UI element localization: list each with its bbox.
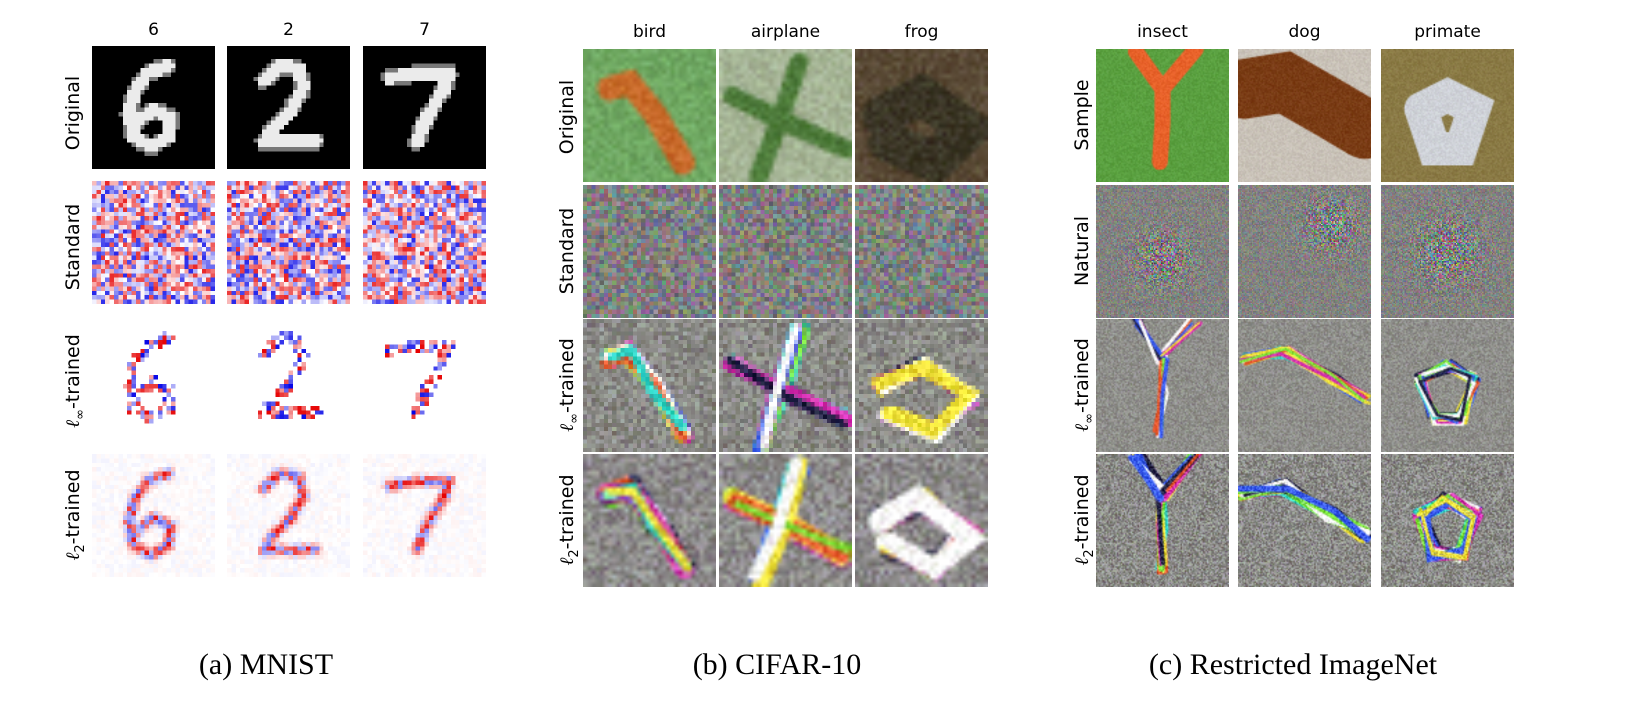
- row-label: ℓ2-trained: [1071, 474, 1097, 566]
- cifar-linf-perturbation: [583, 319, 716, 452]
- cifar-l2-perturbation: [719, 454, 852, 587]
- column-label: 2: [283, 20, 294, 40]
- column-label: 6: [148, 20, 159, 40]
- imagenet-natural-perturbation: [1238, 185, 1371, 318]
- column-label: insect: [1137, 22, 1188, 42]
- panel-caption: (b) CIFAR-10: [692, 648, 862, 681]
- row-label: ℓ∞-trained: [1071, 338, 1097, 432]
- imagenet-sample-image: [1381, 49, 1514, 182]
- column-label: dog: [1288, 22, 1321, 42]
- mnist-image-tile: [227, 181, 350, 304]
- cifar-standard-perturbation: [583, 185, 716, 318]
- panel-caption: (a) MNIST: [198, 648, 334, 681]
- mnist-image-tile: [227, 46, 350, 169]
- mnist-image-tile: [227, 454, 350, 577]
- imagenet-sample-image: [1096, 49, 1229, 182]
- mnist-image-tile: [363, 181, 486, 304]
- imagenet-natural-perturbation: [1381, 185, 1514, 318]
- panel-cifar10: bird airplane frog Original Standard ℓ∞-…: [556, 22, 988, 681]
- imagenet-l2-perturbation: [1096, 454, 1229, 587]
- cifar-standard-perturbation: [719, 185, 852, 318]
- row-label: Sample: [1071, 79, 1093, 151]
- imagenet-natural-perturbation: [1096, 185, 1229, 318]
- cifar-linf-perturbation: [855, 319, 988, 452]
- cifar-standard-perturbation: [855, 185, 988, 318]
- mnist-image-tile: [227, 318, 350, 441]
- column-label: frog: [904, 22, 939, 42]
- cifar-l2-perturbation: [855, 454, 988, 587]
- imagenet-linf-perturbation: [1096, 319, 1229, 452]
- panel-mnist: 6 2 7 Original Standard ℓ∞-trained ℓ2-tr…: [0, 0, 520, 722]
- mnist-image-tile: [363, 46, 486, 169]
- cifar-linf-perturbation: [719, 319, 852, 452]
- cifar-original-image: [719, 49, 852, 182]
- imagenet-linf-perturbation: [1238, 319, 1371, 452]
- cifar-original-image: [855, 49, 988, 182]
- imagenet-sample-image: [1238, 49, 1371, 182]
- column-label: bird: [633, 22, 666, 42]
- mnist-image-tile: [92, 454, 215, 577]
- row-label: Natural: [1071, 215, 1093, 287]
- imagenet-linf-perturbation: [1381, 319, 1514, 452]
- imagenet-l2-perturbation: [1381, 454, 1514, 587]
- column-label: 7: [419, 20, 430, 40]
- cifar-l2-perturbation: [583, 454, 716, 587]
- column-label: airplane: [750, 22, 821, 42]
- panel-caption: (c) Restricted ImageNet: [1148, 648, 1438, 681]
- column-label: primate: [1414, 22, 1481, 42]
- mnist-image-tile: [92, 46, 215, 169]
- mnist-image-tile: [92, 318, 215, 441]
- imagenet-l2-perturbation: [1238, 454, 1371, 587]
- mnist-image-tile: [363, 318, 486, 441]
- mnist-image-tile: [92, 181, 215, 304]
- cifar-original-image: [583, 49, 716, 182]
- mnist-image-tile: [363, 454, 486, 577]
